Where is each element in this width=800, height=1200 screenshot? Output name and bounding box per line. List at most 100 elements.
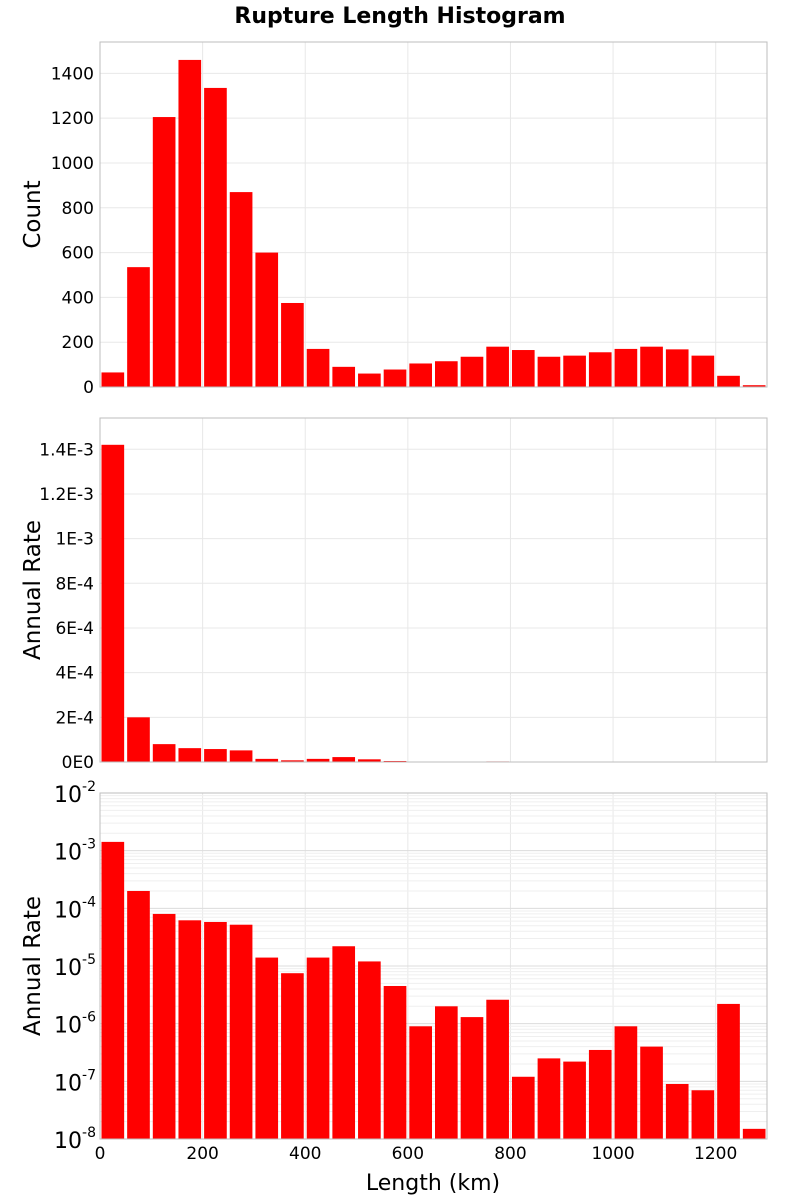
y-tick-label: 1.2E-3 <box>39 485 94 505</box>
histogram-bar <box>358 961 381 1139</box>
histogram-bar <box>229 750 253 762</box>
histogram-bar <box>152 117 176 387</box>
y-tick-label: 2E-4 <box>55 708 94 728</box>
x-tick-label: 600 <box>392 1144 424 1164</box>
histogram-bar <box>409 363 432 387</box>
y-tick-label: 10-5 <box>54 952 96 981</box>
histogram-bar <box>691 355 715 387</box>
histogram-bar <box>204 87 227 387</box>
histogram-bar <box>204 921 227 1139</box>
histogram-bar <box>281 973 304 1139</box>
histogram-bar <box>563 355 586 387</box>
y-tick-label: 1200 <box>51 109 94 129</box>
y-tick-label: 400 <box>62 288 94 308</box>
histogram-bar <box>178 920 202 1139</box>
y-tick-exponent: -4 <box>82 894 96 910</box>
x-axis-label: Length (km) <box>366 1171 500 1196</box>
y-tick-base: 10 <box>54 956 82 981</box>
histogram-bar <box>229 924 253 1139</box>
y-tick-base: 10 <box>54 1014 82 1039</box>
histogram-bar <box>229 192 253 387</box>
histogram-bar <box>101 444 125 762</box>
histogram-bar <box>717 1003 740 1139</box>
plot-frame <box>99 792 768 1140</box>
histogram-bar <box>537 1058 561 1139</box>
y-tick-base: 10 <box>54 1071 82 1096</box>
y-tick-label: 800 <box>62 199 94 219</box>
histogram-bar <box>640 346 663 387</box>
histogram-bar <box>742 1128 766 1139</box>
histogram-bar <box>665 349 689 387</box>
y-tick-label: 1E-3 <box>55 530 94 550</box>
histogram-bar <box>281 302 304 387</box>
y-tick-exponent: -6 <box>82 1010 96 1026</box>
y-tick-exponent: -2 <box>82 779 96 795</box>
y-tick-label: 6E-4 <box>55 619 94 639</box>
y-axis-label: Annual Rate <box>20 896 46 1036</box>
histogram-bar <box>511 350 535 387</box>
panel-rate_linear: 0E0 2E-4 4E-4 6E-4 8E-4 1E-3 1.2E-3 1.4E-3 Annua… <box>20 417 768 773</box>
histogram-bar <box>306 957 330 1139</box>
histogram-bar <box>588 1049 612 1139</box>
plot-frame <box>99 41 768 388</box>
y-tick-exponent: -7 <box>82 1067 96 1083</box>
histogram-bar <box>152 913 176 1139</box>
histogram-bar <box>665 1083 689 1139</box>
histogram-bar <box>614 1026 638 1139</box>
histogram-bar <box>460 356 484 387</box>
y-tick-exponent: -5 <box>82 952 96 968</box>
histogram-bar <box>537 356 561 387</box>
histogram-bar <box>383 760 407 762</box>
histogram-bar <box>178 59 202 387</box>
histogram-bar <box>127 267 150 387</box>
y-axis-label: Annual Rate <box>20 520 46 660</box>
histogram-bar <box>435 361 458 387</box>
histogram-bar <box>588 352 612 387</box>
histogram-bar <box>255 252 279 387</box>
histogram-bar <box>255 758 279 762</box>
histogram-bar <box>306 758 330 762</box>
histogram-bar <box>614 348 638 387</box>
histogram-bar <box>383 369 407 387</box>
y-tick-label: 10-8 <box>54 1125 96 1154</box>
histogram-bar <box>691 1090 715 1139</box>
y-tick-base: 10 <box>54 841 82 866</box>
chart-title: Rupture Length Histogram <box>234 4 565 29</box>
histogram-bar <box>101 372 125 387</box>
x-tick-label: 200 <box>186 1144 218 1164</box>
histogram-bar <box>255 957 279 1139</box>
y-tick-base: 10 <box>54 898 82 923</box>
y-tick-label: 1400 <box>51 64 94 84</box>
y-tick-label: 1.4E-3 <box>39 440 94 460</box>
histogram-bar <box>460 1017 484 1139</box>
histogram-bar <box>383 985 407 1139</box>
histogram-bar <box>358 759 381 762</box>
y-tick-base: 10 <box>54 783 82 808</box>
y-tick-base: 10 <box>54 1129 82 1154</box>
histogram-bar <box>486 999 509 1139</box>
histogram-bar <box>640 1046 663 1139</box>
y-tick-label: 10-7 <box>54 1067 96 1096</box>
y-tick-label: 8E-4 <box>55 574 94 594</box>
histogram-bar <box>178 748 202 762</box>
histogram-bar <box>409 1026 432 1139</box>
histogram-bar <box>332 757 356 762</box>
y-tick-exponent: -8 <box>82 1125 96 1141</box>
histogram-bar <box>152 744 176 762</box>
histogram-bar <box>127 717 150 762</box>
histogram-bar <box>127 890 150 1139</box>
histogram-bar <box>332 946 356 1139</box>
y-axis-label: Count <box>20 180 46 248</box>
histogram-bar <box>281 760 304 762</box>
x-tick-label: 1200 <box>694 1144 737 1164</box>
histogram-bar <box>511 1076 535 1139</box>
panel-count: 0 200 400 600 800 1000 1200 1400 Count <box>20 41 768 398</box>
histogram-bar <box>563 1061 586 1139</box>
x-tick-label: 0 <box>95 1144 106 1164</box>
y-tick-label: 10-2 <box>54 779 96 808</box>
histogram-bar <box>306 348 330 387</box>
y-tick-label: 0 <box>83 378 94 398</box>
histogram-bar <box>358 373 381 387</box>
histogram-bar <box>332 366 356 387</box>
